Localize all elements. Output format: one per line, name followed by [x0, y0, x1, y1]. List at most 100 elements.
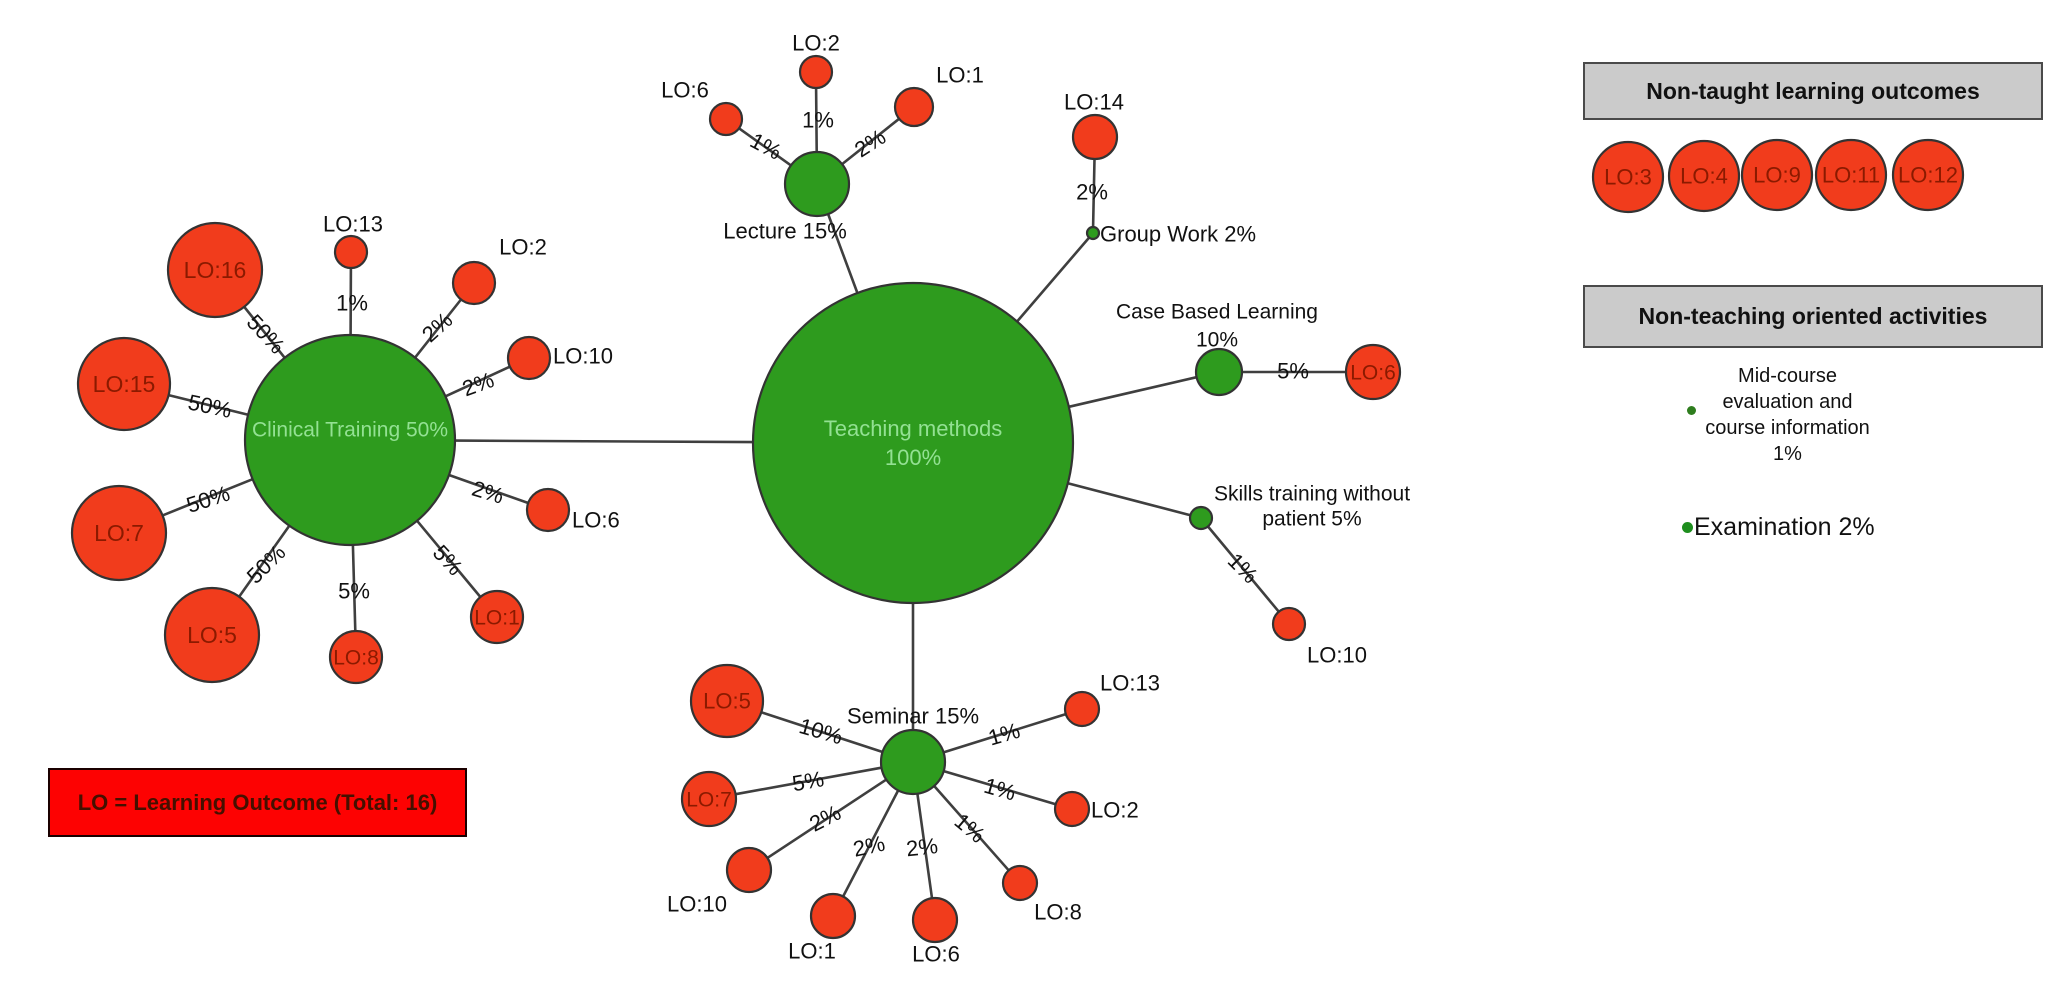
node-cl-lo8 [328, 629, 384, 685]
label-gw-lo14: LO:14 [1064, 90, 1124, 115]
edge-clinical-cl-lo8 [351, 543, 357, 633]
edge-seminar-sem-lo10 [766, 778, 888, 860]
edge-label-cbl-cbl-lo6: 5% [1277, 359, 1309, 384]
legend-non-teaching-box: Non-teaching oriented activities [1583, 285, 2043, 348]
label-teaching: Teaching methods 100% [824, 416, 1003, 470]
edge-label-seminar-sem-lo6: 2% [905, 833, 939, 861]
node-skills [1188, 505, 1214, 531]
edge-skills-sk-lo10 [1206, 525, 1281, 614]
edge-label-clinical-cl-lo15: 50% [186, 389, 234, 423]
label-sem-lo7: LO:7 [686, 788, 732, 811]
edge-label-clinical-cl-lo8: 5% [338, 579, 370, 604]
node-seminar [879, 728, 947, 796]
node-sem-lo5 [689, 663, 765, 739]
edge-teaching-groupwork [1015, 236, 1091, 323]
node-gw-lo14 [1071, 113, 1119, 161]
label-cl-lo13: LO:13 [323, 212, 383, 237]
label-cl-lo15: LO:15 [93, 371, 156, 397]
label-lec-lo1: LO:1 [936, 63, 984, 88]
label-cl-lo16: LO:16 [184, 257, 247, 283]
edge-teaching-skills [1066, 481, 1192, 517]
label-seminar: Seminar 15% [847, 704, 979, 729]
label-sem-lo13: LO:13 [1100, 671, 1160, 696]
label-sem-lo10: LO:10 [667, 892, 727, 917]
edge-seminar-sem-lo1 [841, 789, 900, 898]
node-cbl [1194, 347, 1244, 397]
label-sk-lo10: LO:10 [1307, 643, 1367, 668]
label-lec-lo2: LO:2 [792, 31, 840, 56]
edge-label-seminar-sem-lo2: 1% [981, 773, 1018, 806]
edge-clinical-cl-lo16 [242, 305, 287, 360]
node-lec-lo2 [798, 54, 834, 90]
node-sem-lo8 [1001, 864, 1039, 902]
node-lec-lo6 [708, 101, 744, 137]
edge-teaching-lecture [826, 212, 859, 295]
node-groupwork [1085, 225, 1101, 241]
label-skills: Skills training without patient 5% [1214, 482, 1410, 530]
edge-seminar-sem-lo5 [759, 710, 884, 754]
label-leg-lo4: LO:4 [1680, 164, 1728, 189]
node-sem-lo13 [1063, 690, 1101, 728]
edge-label-seminar-sem-lo10: 2% [805, 800, 845, 837]
node-sem-lo1 [809, 892, 857, 940]
label-leg-lo3: LO:3 [1604, 165, 1652, 190]
node-cl-lo10 [506, 335, 552, 381]
edge-label-clinical-cl-lo16: 50% [242, 310, 290, 359]
edge-teaching-cbl [1067, 375, 1198, 409]
footnote-text: LO = Learning Outcome (Total: 16) [77, 789, 438, 815]
edge-clinical-cl-lo7 [161, 477, 254, 517]
label-lec-lo6: LO:6 [661, 78, 709, 103]
edge-groupwork-gw-lo14 [1091, 157, 1096, 229]
edge-lecture-lec-lo1 [840, 117, 901, 166]
node-cl-lo2 [451, 260, 497, 306]
node-lec-lo1 [893, 86, 935, 128]
node-sk-lo10 [1271, 606, 1307, 642]
edge-label-seminar-sem-lo1: 2% [851, 831, 887, 862]
edge-label-skills-sk-lo10: 1% [1223, 548, 1263, 588]
mid-course-line-1: Mid-course [1738, 365, 1837, 387]
node-cl-lo15 [76, 336, 172, 432]
label-clinical: Clinical Training 50% [252, 418, 448, 441]
examination-dot-icon [1682, 521, 1693, 533]
edge-label-groupwork-gw-lo14: 2% [1076, 180, 1108, 205]
node-leg-lo3 [1591, 140, 1665, 214]
edge-label-seminar-sem-lo13: 1% [985, 718, 1022, 751]
node-teaching [751, 281, 1075, 605]
edge-clinical-cl-lo2 [413, 298, 463, 359]
label-sem-lo1: LO:1 [788, 939, 836, 964]
mid-course-line-4: 1% [1773, 443, 1802, 465]
edge-lecture-lec-lo6 [737, 127, 793, 167]
edge-layer [161, 86, 1348, 900]
node-leg-lo9 [1740, 138, 1814, 212]
edge-teaching-clinical [453, 439, 755, 444]
mid-course-line-2: evaluation and [1722, 391, 1853, 413]
edge-label-lecture-lec-lo2: 1% [802, 108, 834, 133]
edge-label-clinical-cl-lo13: 1% [336, 291, 368, 316]
label-leg-lo12: LO:12 [1898, 163, 1958, 188]
edge-seminar-sem-lo8 [932, 784, 1011, 872]
legend-non-taught-title: Non-taught learning outcomes [1646, 77, 1980, 104]
mid-course-line-3: course information [1705, 417, 1870, 439]
node-sem-lo2 [1053, 790, 1091, 828]
node-sem-lo6 [911, 896, 959, 944]
label-cl-lo5: LO:5 [187, 622, 237, 648]
edge-label-clinical-cl-lo6: 2% [469, 476, 507, 509]
label-sem-lo8: LO:8 [1034, 900, 1082, 925]
node-sem-lo10 [725, 846, 773, 894]
legend-non-taught-box: Non-taught learning outcomes [1583, 62, 2043, 120]
node-cbl-lo6 [1344, 343, 1402, 401]
label-sem-lo2: LO:2 [1091, 798, 1139, 823]
edge-clinical-cl-lo6 [447, 473, 530, 505]
edge-seminar-sem-lo13 [942, 712, 1068, 754]
node-lecture [783, 150, 851, 218]
node-cl-lo5 [163, 586, 261, 684]
label-lecture: Lecture 15% [723, 219, 847, 244]
edge-label-lecture-lec-lo6: 1% [746, 128, 786, 165]
legend-non-teaching-title: Non-teaching oriented activities [1638, 303, 1988, 329]
edge-seminar-sem-lo6 [916, 792, 934, 900]
edge-lecture-lec-lo2 [814, 86, 819, 154]
edge-label-clinical-cl-lo7: 50% [183, 480, 233, 517]
edge-seminar-sem-lo7 [734, 766, 883, 796]
legend-examination-label: Examination 2% [1682, 512, 1875, 542]
